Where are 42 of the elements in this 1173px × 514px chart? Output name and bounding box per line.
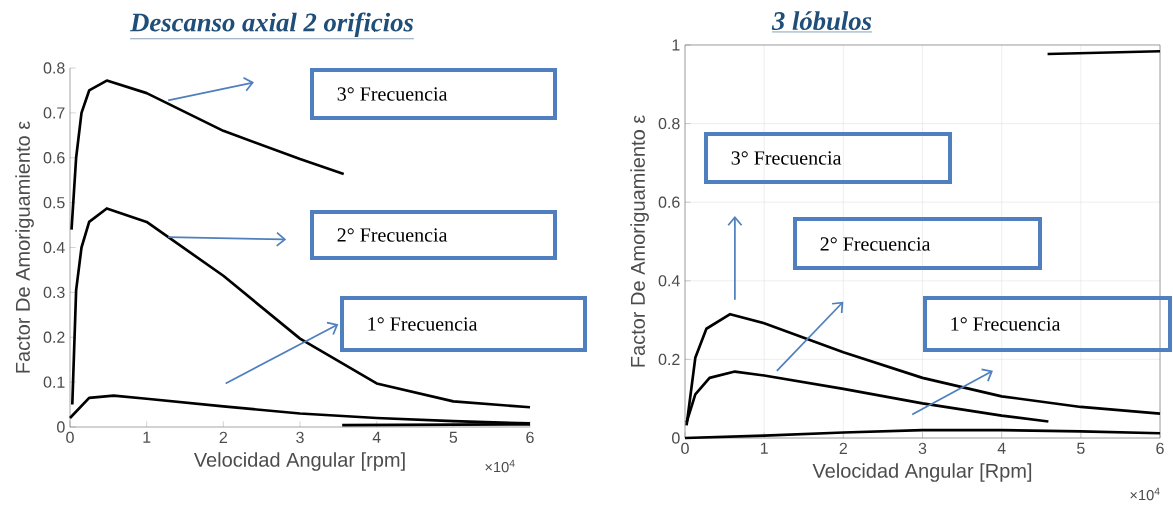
- x-tick-label: 2: [219, 431, 227, 443]
- annotation: 1° Frecuencia: [951, 317, 1061, 331]
- y-tick-label: 1: [672, 39, 680, 51]
- annotation: 3° Frecuencia: [731, 151, 842, 165]
- x-tick-label: 1: [760, 442, 768, 454]
- x-tick-label: 5: [1077, 442, 1085, 454]
- y-tick-label: 0: [57, 421, 65, 433]
- x-axis-title: Velocidad Angular [rpm]: [193, 452, 405, 471]
- y-tick-label: 0.5: [43, 196, 65, 209]
- y-tick-label: 0.6: [43, 152, 65, 164]
- x-tick-label: 1: [143, 431, 151, 443]
- x-tick-label: 3: [296, 431, 304, 444]
- y-tick-label: 0.7: [43, 107, 65, 119]
- y-axis-title: Factor De Amoriguamiento ε: [630, 115, 649, 367]
- x-tick-label: 4: [997, 442, 1006, 454]
- y-tick-label: 0.2: [658, 353, 680, 366]
- annotation: 3° Frecuencia: [337, 87, 448, 101]
- chart-title: Descanso axial 2 orificios: [129, 12, 414, 37]
- text: ×10$^{4}$: [485, 459, 515, 473]
- x-tick-label: 5: [449, 431, 458, 443]
- x-tick-label: 6: [526, 431, 534, 444]
- chart-title: 3 lóbulos: [771, 11, 872, 31]
- x-tick-label: 0: [66, 431, 74, 444]
- annotation: 2° Frecuencia: [820, 237, 931, 251]
- x-tick-label: 3: [918, 442, 927, 455]
- y-tick-label: 0.4: [43, 241, 65, 254]
- x-tick-label: 2: [839, 442, 847, 454]
- y-tick-label: 0.8: [658, 117, 680, 130]
- x-tick-label: 6: [1156, 442, 1164, 455]
- y-tick-label: 0.1: [43, 376, 65, 388]
- y-tick-label: 0.8: [43, 62, 65, 74]
- x-tick-label: 4: [372, 431, 381, 443]
- y-axis-title: Factor De Amoriguamiento ε: [15, 121, 34, 373]
- x-tick-label: 0: [681, 442, 689, 455]
- annotation: 1° Frecuencia: [368, 317, 478, 331]
- y-tick-label: 0.3: [43, 286, 65, 299]
- x-axis-title: Velocidad Angular [Rpm]: [812, 463, 1032, 482]
- annotation: 2° Frecuencia: [337, 228, 448, 242]
- y-tick-label: 0.2: [43, 331, 65, 343]
- text: ×10$^{4}$: [1130, 487, 1160, 501]
- y-tick-label: 0.4: [658, 275, 680, 287]
- y-tick-label: 0.6: [658, 196, 680, 208]
